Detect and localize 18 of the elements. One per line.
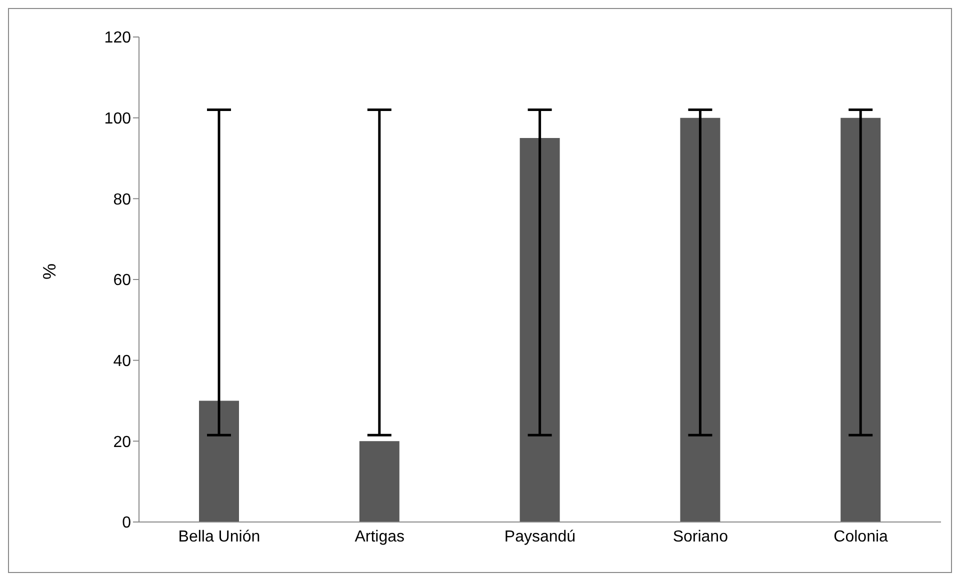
y-tick-label: 80 [113, 191, 132, 208]
x-tick-label: Colonia [834, 528, 888, 546]
bar [840, 118, 881, 522]
y-tick-label: 20 [113, 434, 132, 451]
x-tick-label: Bella Unión [178, 528, 260, 546]
y-tick-label: 100 [104, 110, 132, 128]
bar [520, 138, 560, 522]
x-tick-label: Soriano [672, 528, 728, 546]
y-tick-label: 120 [104, 30, 132, 47]
y-tick-label: 0 [122, 514, 132, 532]
x-tick-label: Paysandú [504, 528, 576, 546]
bar [199, 400, 239, 522]
y-axis-title: % [39, 263, 60, 280]
x-tick-label: Artigas [354, 528, 404, 546]
bar [359, 441, 400, 522]
bar [680, 118, 720, 522]
y-tick-label: 40 [113, 353, 132, 370]
y-tick-label: 60 [113, 272, 132, 290]
